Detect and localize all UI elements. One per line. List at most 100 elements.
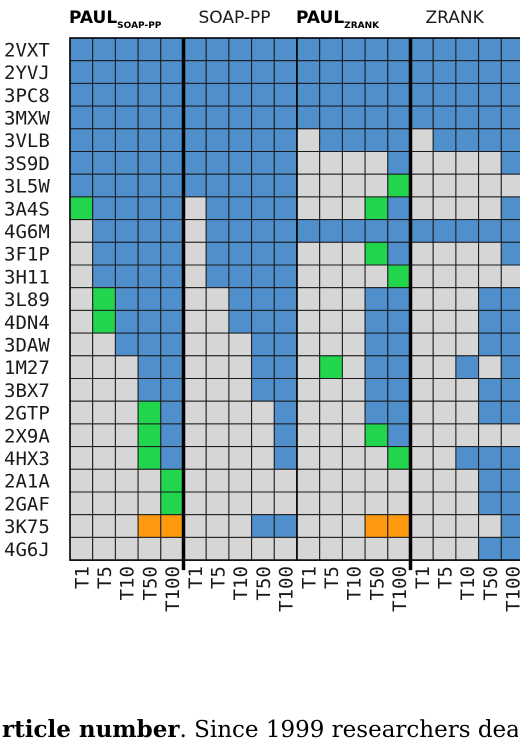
cell-p2-3L89-3: [341, 287, 366, 311]
cell-p1-3MXW-3: [114, 105, 139, 130]
cell-p1-4DN4-6: [183, 309, 207, 334]
cell-p2-4DN4-3: [341, 309, 366, 334]
cell-p2-4DN4-1: [296, 309, 321, 334]
row-label-3PC8: 3PC8: [4, 85, 50, 107]
cell-p2-2GAF-3: [341, 491, 366, 516]
cell-p1-3K75-4: [137, 514, 162, 538]
cell-p1-4DN4-4: [137, 309, 162, 334]
cell-p1-3F1P-6: [183, 241, 207, 266]
cell-p2-2X9A-1: [296, 423, 321, 448]
cell-p2-3DAW-10: [500, 332, 520, 357]
row-label-2GTP: 2GTP: [4, 403, 50, 425]
cell-p1-2YVJ-10: [273, 60, 298, 84]
cell-p2-1M27-4: [364, 355, 389, 379]
cell-p2-3H11-2: [319, 264, 343, 289]
cell-p1-2VXT-7: [205, 37, 230, 62]
cell-p1-4G6M-5: [160, 219, 185, 243]
cell-p1-3S9D-4: [137, 151, 162, 175]
cell-p2-3L5W-6: [410, 173, 434, 198]
cell-p2-3BX7-9: [478, 378, 502, 402]
cell-p1-2VXT-6: [183, 37, 207, 62]
cell-p2-1M27-5: [387, 355, 411, 379]
cell-p2-3H11-8: [455, 264, 480, 289]
cell-p2-3L5W-8: [455, 173, 480, 198]
cell-p2-4HX3-2: [319, 446, 343, 470]
cell-p2-3L89-9: [478, 287, 502, 311]
cell-p1-3L5W-9: [251, 173, 275, 198]
cell-p2-3S9D-1: [296, 151, 321, 175]
cell-p2-3A4S-9: [478, 196, 502, 221]
column-label-p1-3: T10: [117, 566, 139, 600]
cell-p1-3MXW-2: [92, 105, 116, 130]
column-label-p1-4: T50: [139, 566, 161, 600]
cell-p1-2X9A-5: [160, 423, 185, 448]
cell-p2-2YVJ-10: [500, 60, 520, 84]
cell-p1-4HX3-10: [273, 446, 298, 470]
cell-p2-2VXT-10: [500, 37, 520, 62]
cell-p2-3PC8-6: [410, 82, 434, 107]
cell-p1-3DAW-3: [114, 332, 139, 357]
cell-p2-3PC8-4: [364, 82, 389, 107]
cell-p1-1M27-10: [273, 355, 298, 379]
cell-p2-3DAW-1: [296, 332, 321, 357]
caption-bold: rticle number: [2, 716, 180, 743]
cell-p2-3DAW-9: [478, 332, 502, 357]
cell-p1-3L89-7: [205, 287, 230, 311]
cell-p1-4DN4-3: [114, 309, 139, 334]
cell-p2-3DAW-7: [432, 332, 457, 357]
cell-p2-3S9D-10: [500, 151, 520, 175]
column-label-p2-3: T10: [344, 566, 366, 600]
cell-p2-3A4S-6: [410, 196, 434, 221]
cell-p1-2YVJ-2: [92, 60, 116, 84]
cell-p2-4G6J-2: [319, 536, 343, 561]
cell-p2-4HX3-7: [432, 446, 457, 470]
cell-p1-4G6J-2: [92, 536, 116, 561]
cell-p1-3L5W-8: [228, 173, 253, 198]
cell-p2-4G6J-5: [387, 536, 411, 561]
column-label-p1-1: T1: [71, 566, 93, 589]
cell-p2-3L5W-2: [319, 173, 343, 198]
cell-p2-2YVJ-5: [387, 60, 411, 84]
cell-p1-4G6M-7: [205, 219, 230, 243]
cell-p2-3DAW-6: [410, 332, 434, 357]
cell-p1-3BX7-8: [228, 378, 253, 402]
cell-p1-2A1A-10: [273, 468, 298, 493]
cell-p1-3K75-1: [69, 514, 94, 538]
column-label-p1-10: T100: [276, 566, 298, 612]
cell-p2-2X9A-7: [432, 423, 457, 448]
cell-p1-3F1P-7: [205, 241, 230, 266]
cell-p1-3VLB-1: [69, 128, 94, 153]
cell-p2-3L89-10: [500, 287, 520, 311]
cell-p2-3BX7-2: [319, 378, 343, 402]
panel-1-title-right: SOAP-PP: [199, 8, 271, 28]
cell-p2-3F1P-1: [296, 241, 321, 266]
cell-p1-3VLB-5: [160, 128, 185, 153]
cell-p1-3L89-9: [251, 287, 275, 311]
cell-p1-3A4S-2: [92, 196, 116, 221]
cell-p2-3DAW-3: [341, 332, 366, 357]
row-label-3L5W: 3L5W: [4, 176, 50, 198]
cell-p2-3BX7-10: [500, 378, 520, 402]
cell-p1-4G6J-4: [137, 536, 162, 561]
cell-p2-3K75-4: [364, 514, 389, 538]
cell-p1-3BX7-7: [205, 378, 230, 402]
cell-p1-4DN4-9: [251, 309, 275, 334]
cell-p1-3S9D-6: [183, 151, 207, 175]
cell-p1-4G6J-8: [228, 536, 253, 561]
cell-p1-2X9A-1: [69, 423, 94, 448]
cell-p1-3H11-7: [205, 264, 230, 289]
cell-p2-4DN4-2: [319, 309, 343, 334]
cell-p2-3H11-4: [364, 264, 389, 289]
cell-p1-3S9D-1: [69, 151, 94, 175]
cell-p1-3L89-4: [137, 287, 162, 311]
cell-p1-3BX7-1: [69, 378, 94, 402]
cell-p2-3VLB-6: [410, 128, 434, 153]
cell-p2-3A4S-8: [455, 196, 480, 221]
cell-p2-1M27-3: [341, 355, 366, 379]
cell-p1-2GAF-1: [69, 491, 94, 516]
cell-p2-2YVJ-8: [455, 60, 480, 84]
cell-p1-2GTP-4: [137, 400, 162, 425]
cell-p1-3PC8-5: [160, 82, 185, 107]
cell-p1-2VXT-8: [228, 37, 253, 62]
cell-p1-3K75-2: [92, 514, 116, 538]
